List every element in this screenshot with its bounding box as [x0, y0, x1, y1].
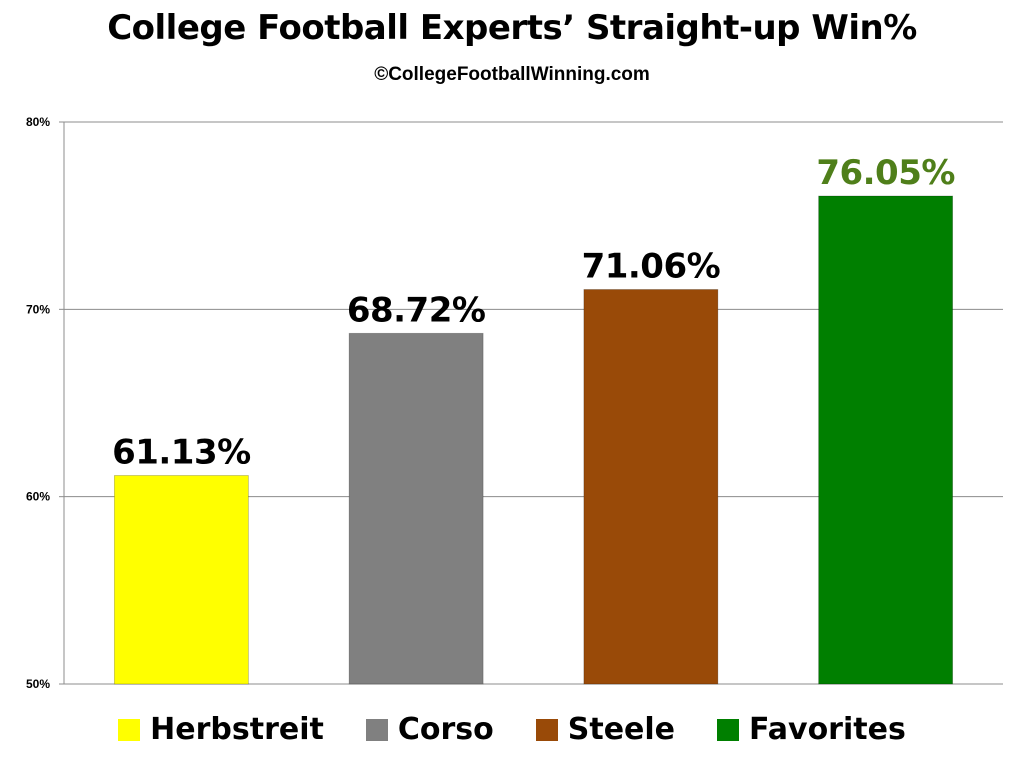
- data-label-favorites: 76.05%: [816, 153, 955, 193]
- bars: [113, 195, 954, 685]
- legend-swatch: [365, 719, 388, 741]
- legend-label: Corso: [397, 712, 494, 747]
- legend-item-steele: Steele: [535, 712, 676, 748]
- chart-subtitle: ©CollegeFootballWinning.com: [374, 64, 650, 85]
- legend-label: Steele: [567, 712, 676, 747]
- bar-herbstreit: [113, 475, 249, 685]
- legend-label: Herbstreit: [150, 712, 324, 747]
- legend-item-herbstreit: Herbstreit: [118, 712, 324, 748]
- y-tick-label: 70%: [26, 302, 50, 316]
- legend-swatch: [535, 719, 558, 741]
- data-labels: 61.13% 68.72% 71.06% 76.05%: [112, 153, 955, 473]
- data-label-corso: 68.72%: [347, 290, 486, 330]
- legend-swatch: [118, 719, 141, 741]
- legend-label: Favorites: [749, 712, 906, 747]
- legend-item-corso: Corso: [365, 712, 494, 748]
- data-label-steele: 71.06%: [582, 246, 721, 286]
- y-axis-ticks: 50% 60% 70% 80%: [26, 115, 64, 691]
- bar-favorites: [818, 195, 954, 685]
- chart-title: College Football Experts’ Straight-up Wi…: [107, 8, 917, 48]
- bar-corso: [348, 332, 484, 685]
- y-tick-label: 60%: [26, 490, 50, 504]
- data-label-herbstreit: 61.13%: [112, 432, 251, 472]
- legend-item-favorites: Favorites: [717, 712, 906, 748]
- legend: Herbstreit Corso Steele Favorites: [0, 710, 1024, 750]
- bar-steele: [583, 289, 719, 685]
- y-tick-label: 50%: [26, 677, 50, 691]
- legend-swatch: [717, 719, 740, 741]
- y-tick-label: 80%: [26, 115, 50, 129]
